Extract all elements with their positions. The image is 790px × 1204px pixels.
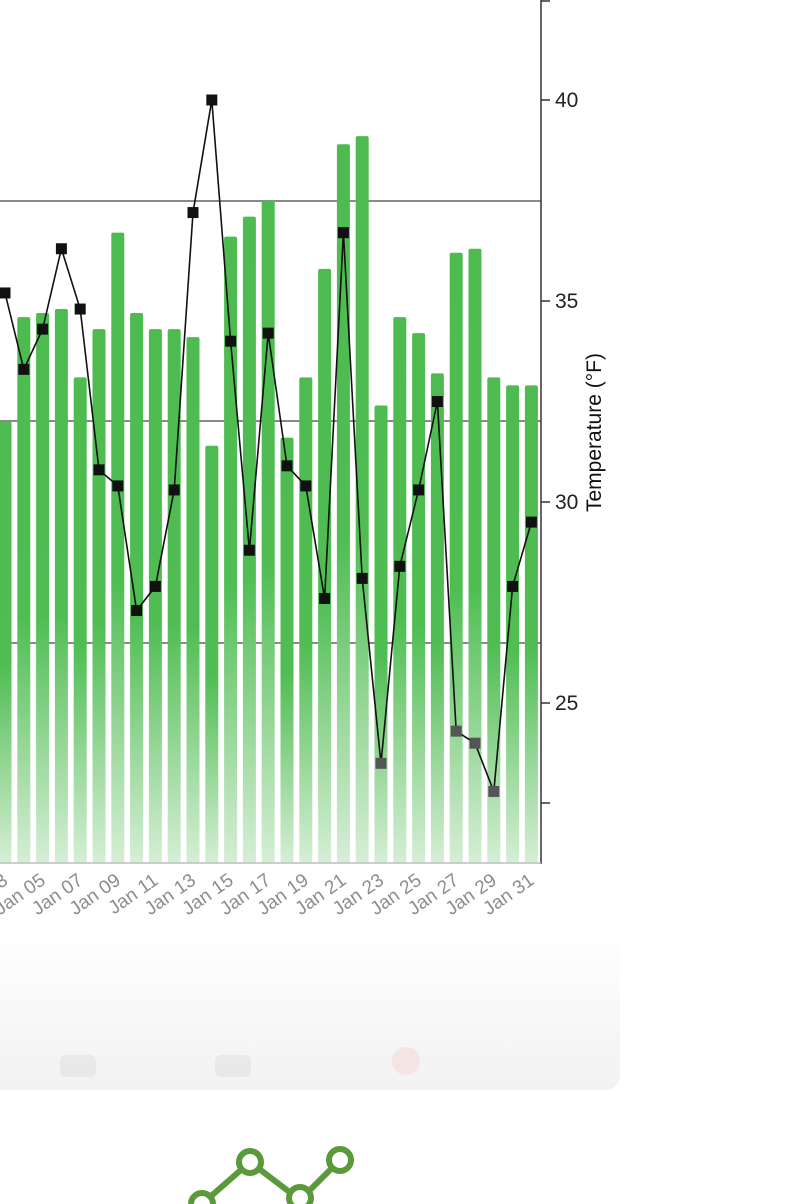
- line-point: [375, 757, 387, 769]
- line-point: [450, 725, 462, 737]
- bar: [355, 136, 369, 863]
- app-logo-icon: [188, 1146, 354, 1204]
- alert-tab-icon[interactable]: [392, 1047, 420, 1075]
- line-series: [0, 94, 537, 797]
- bar: [17, 317, 31, 864]
- line-point: [149, 580, 161, 592]
- bar: [148, 329, 162, 863]
- line-point: [469, 737, 481, 749]
- line-point: [93, 464, 105, 476]
- bar: [224, 236, 238, 863]
- line-point: [488, 785, 500, 797]
- bar: [374, 405, 388, 863]
- bottom-panel: [0, 930, 620, 1090]
- line-point: [507, 580, 519, 592]
- bar: [130, 313, 144, 863]
- line-point: [319, 592, 331, 604]
- line-point: [356, 572, 368, 584]
- bar: [242, 216, 256, 863]
- x-tick-label: 03: [0, 870, 12, 899]
- bar: [261, 200, 275, 863]
- line-point: [394, 560, 406, 572]
- bar: [524, 385, 538, 863]
- line-point: [0, 287, 11, 299]
- bar: [318, 268, 332, 864]
- bar-series: [0, 136, 538, 864]
- line-point: [168, 484, 180, 496]
- bar: [468, 248, 482, 864]
- y-tick-label: 30: [555, 491, 578, 514]
- bar: [0, 421, 12, 863]
- line-point: [243, 544, 255, 556]
- line-point: [225, 335, 237, 347]
- bar: [186, 337, 200, 863]
- y-tick-label: 25: [555, 692, 578, 715]
- bar: [299, 377, 313, 863]
- bar: [167, 329, 181, 863]
- y-tick-label: 40: [555, 89, 578, 112]
- bar: [412, 333, 426, 863]
- line-point: [337, 227, 349, 239]
- chart-tab-icon[interactable]: [60, 1055, 96, 1077]
- line-point: [262, 327, 274, 339]
- line-point: [525, 516, 537, 528]
- bar: [205, 445, 219, 863]
- bar: [111, 232, 125, 863]
- bar: [506, 385, 520, 863]
- bar: [449, 252, 463, 863]
- y-axis-title: Temperature (°F): [583, 353, 606, 512]
- line-point: [413, 484, 425, 496]
- line-point: [281, 460, 293, 472]
- bar: [36, 313, 50, 863]
- bar: [487, 377, 501, 863]
- bar: [73, 377, 87, 863]
- trend-tab-icon[interactable]: [215, 1055, 251, 1077]
- line-point: [112, 480, 124, 492]
- line-point: [74, 303, 86, 315]
- bar: [430, 373, 444, 863]
- y-tick-label: 35: [555, 290, 578, 313]
- bar: [336, 144, 350, 864]
- line-point: [37, 323, 49, 335]
- line-point: [300, 480, 312, 492]
- bar: [54, 309, 68, 863]
- line-point: [55, 243, 67, 255]
- bar: [393, 317, 407, 864]
- line-point: [18, 363, 30, 375]
- line-point: [187, 207, 199, 219]
- bar: [92, 329, 106, 863]
- bar: [280, 437, 294, 863]
- line-point: [206, 94, 218, 106]
- y-axis: 25 30 35 40: [0, 0, 578, 864]
- line-point: [431, 396, 443, 407]
- line-point: [131, 605, 143, 617]
